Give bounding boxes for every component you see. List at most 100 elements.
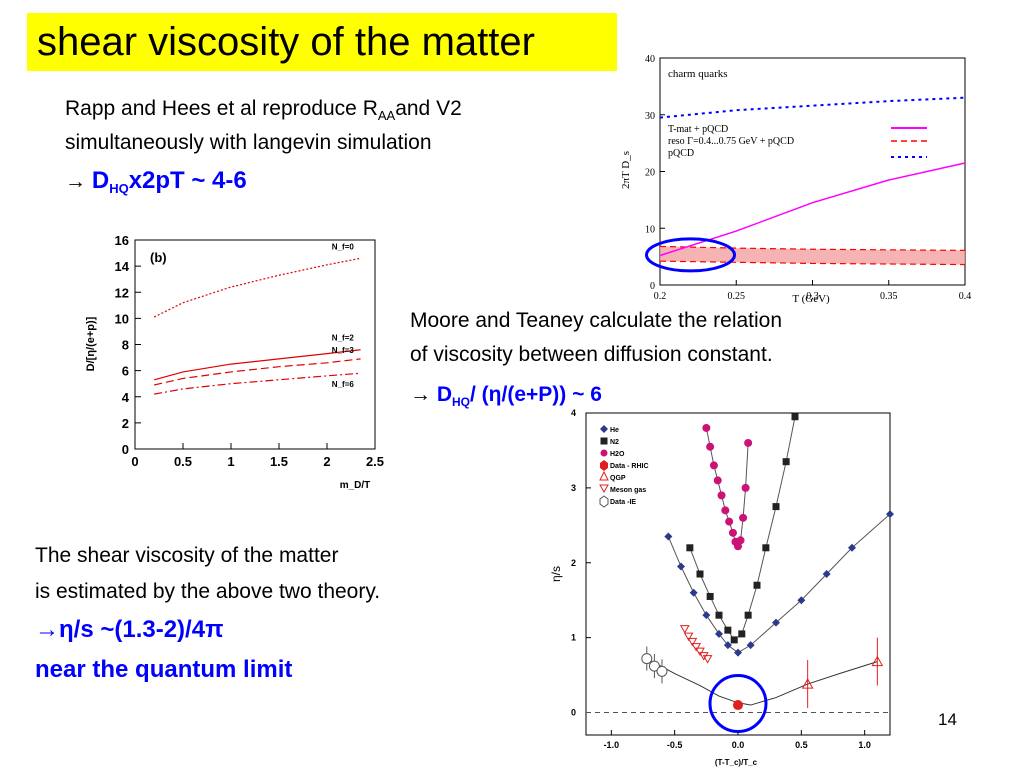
para3-line2: is estimated by the above two theory. <box>35 580 381 603</box>
plot-frame <box>134 239 376 450</box>
he-point <box>746 641 755 650</box>
series-reso-upper <box>659 245 966 251</box>
series-pqcd-line <box>659 96 966 119</box>
qgp-point <box>871 655 884 667</box>
n2-point <box>724 626 732 634</box>
y-tick-label: 20 <box>645 168 655 179</box>
para1-line1-post: and V2 <box>395 97 462 120</box>
eta-over-s-chart: -1.0 -0.5 0.0 0.5 1.0 0 1 2 3 4 (T-T_c)/T_c η/s H… <box>549 408 894 767</box>
h2o-point <box>736 536 745 545</box>
series-label: N_f=3 <box>332 346 355 355</box>
chart-panel-title: charm quarks <box>668 68 728 80</box>
x-tick-label: 0.0 <box>732 740 745 750</box>
h2o-point <box>739 513 748 522</box>
n2-point <box>753 581 761 589</box>
he-point <box>734 648 742 657</box>
y-tick-label: 2 <box>122 416 129 431</box>
n2-point <box>715 611 723 619</box>
x-tick-label: 0.5 <box>174 454 192 469</box>
highlight-circle <box>645 237 736 273</box>
x-tick-label: 0.35 <box>880 291 898 302</box>
para3-line4: near the quantum limit <box>35 656 293 683</box>
he-point <box>797 596 806 605</box>
h2o-point <box>734 542 742 551</box>
qgp-point <box>801 678 814 689</box>
para1-line1-sub: AA <box>377 108 396 123</box>
he-point <box>822 570 831 578</box>
slide-title: shear viscosity of the matter <box>37 20 535 64</box>
meson-point <box>698 652 709 661</box>
ie-point <box>641 653 653 665</box>
series-line-nf2 <box>154 349 361 381</box>
he-point <box>886 510 894 519</box>
he-point <box>772 618 780 627</box>
para1-result-post: x2pT ~ 4-6 <box>128 167 247 194</box>
he-point <box>723 641 732 650</box>
para1-line1-pre: Rapp and Hees et al reproduce R <box>65 97 378 120</box>
n2-point <box>762 544 770 552</box>
legend-marker-h2o <box>600 449 608 457</box>
legend-label-tmat: T-mat + pQCD <box>668 124 728 135</box>
y-tick-label: 14 <box>115 259 130 274</box>
n2-point <box>696 570 704 578</box>
legend-label-rhic: Data - RHIC <box>610 463 649 470</box>
h2o-point <box>744 438 753 447</box>
y-tick-label: 3 <box>571 483 576 493</box>
y-axis-label: D/[η/(e+p)] <box>85 316 97 371</box>
y-tick-label: 0 <box>650 281 655 292</box>
y-tick-label: 16 <box>115 233 129 248</box>
legend-label-n2: N2 <box>610 439 619 446</box>
h2o-point <box>702 423 711 432</box>
x-tick-label: 2.5 <box>366 454 384 469</box>
legend-marker-ie <box>599 495 609 508</box>
x-tick-label: 0.2 <box>654 291 667 302</box>
h2o-point <box>709 461 718 470</box>
legend-label-he: He <box>610 427 619 434</box>
para1-line2: simultaneously with langevin simulation <box>65 131 432 154</box>
para1-result: → DHQx2pT ~ 4-6 <box>65 166 247 204</box>
h2o-point <box>706 442 715 451</box>
x-tick-label: 0 <box>131 454 138 469</box>
x-tick-label: -1.0 <box>604 740 620 750</box>
y-tick-label: 10 <box>115 311 129 326</box>
x-axis-label: T (GeV) <box>792 293 830 305</box>
y-tick-label: 2 <box>571 558 576 568</box>
he-point <box>664 532 673 541</box>
h2o-point <box>725 517 734 526</box>
legend-marker-he <box>600 425 608 433</box>
n2-point <box>782 458 790 466</box>
h2o-point <box>721 506 730 515</box>
para2-result-main: D <box>436 383 453 406</box>
h2o-point <box>741 483 750 492</box>
x-tick-label: 1.0 <box>858 740 871 750</box>
panel-label: (b) <box>150 250 167 265</box>
y-axis-label: 2πT D_s <box>620 151 632 189</box>
legend-marker-rhic <box>600 460 608 471</box>
y-axis-label: η/s <box>549 566 563 582</box>
legend-marker-n2 <box>600 437 608 445</box>
para2-result-sub: HQ <box>452 395 471 409</box>
series-label: N_f=2 <box>332 334 355 343</box>
meson-point <box>687 637 698 647</box>
he-point <box>677 562 685 571</box>
x-tick-label: 1.5 <box>270 454 288 469</box>
y-tick-label: 30 <box>645 111 655 122</box>
x-tick-label: -0.5 <box>667 740 683 750</box>
legend-label-qgp: QGP <box>610 475 626 482</box>
theory-curve <box>646 658 878 706</box>
x-axis-label: m_D/T <box>340 480 371 491</box>
para2-result: → DHQ/ (η/(e+P)) ~ 6 <box>410 380 602 417</box>
legend-label-reso: reso Γ=0.4...0.75 GeV + pQCD <box>668 136 794 147</box>
para1-result-sub: HQ <box>109 181 129 196</box>
legend: He N2 H2O Data - RHIC QGP Meson gas Data… <box>599 425 649 508</box>
para2-line2: of viscosity between diffusion constant. <box>410 343 773 366</box>
x-tick-label: 0.25 <box>728 291 746 302</box>
x-tick-label: 0.3 <box>806 291 819 302</box>
series-line-nf3 <box>154 358 361 386</box>
arrow-icon: → <box>35 616 59 643</box>
y-tick-label: 0 <box>571 708 576 718</box>
n2-point <box>706 592 714 600</box>
meson-point <box>679 625 690 634</box>
he-point <box>702 611 711 620</box>
para3-result: η/s ~(1.3-2)/4π <box>59 616 224 643</box>
